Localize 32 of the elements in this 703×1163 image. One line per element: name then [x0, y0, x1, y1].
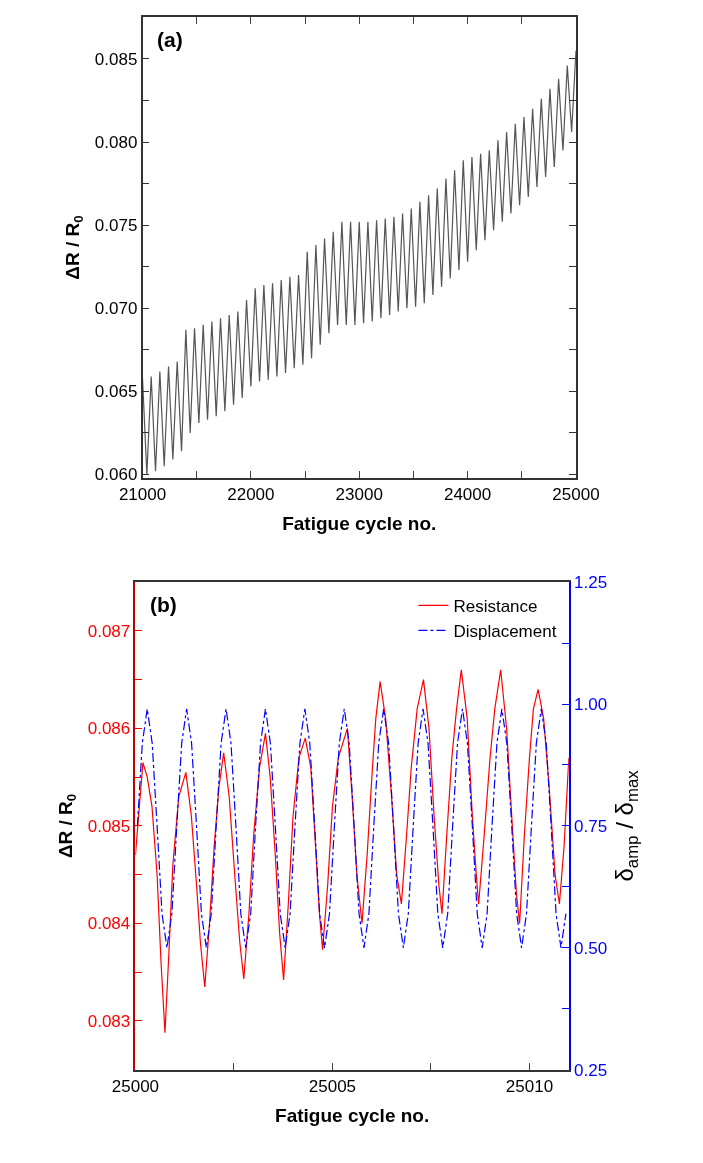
y-tick-label: 0.075 [94, 216, 138, 236]
line-series [135, 669, 569, 1034]
y-tick-label: 0.065 [94, 382, 138, 402]
y-tick-label: 0.080 [94, 133, 138, 153]
x-axis-title: Fatigue cycle no. [282, 513, 437, 535]
annotation: (a) [157, 28, 183, 51]
x-tick-label: 25005 [308, 1076, 357, 1096]
x-tick-label: 21000 [118, 484, 167, 504]
y2-tick-label: 0.50 [574, 938, 608, 958]
y-tick-label: 0.086 [87, 719, 131, 739]
y2-tick-label: 0.25 [574, 1060, 608, 1080]
y-tick-label: 0.060 [94, 465, 138, 485]
y-tick-label: 0.087 [87, 621, 131, 641]
annotation: (b) [150, 593, 177, 616]
y-tick-label: 0.085 [94, 49, 138, 69]
y-tick-label: 0.083 [87, 1011, 131, 1031]
y2-tick-label: 1.00 [574, 694, 608, 714]
legend-label: Displacement [453, 622, 557, 642]
y-tick-label: 0.070 [94, 299, 138, 319]
x-tick-label: 23000 [335, 484, 383, 504]
y-tick-label: 0.085 [87, 816, 131, 836]
x-tick-label: 24000 [443, 484, 492, 504]
legend-label: Resistance [453, 596, 538, 616]
line-series [136, 708, 567, 949]
y2-tick-label: 1.25 [574, 573, 608, 593]
y-tick-label: 0.084 [87, 914, 131, 934]
x-tick-label: 22000 [227, 484, 275, 504]
x-tick-label: 25000 [111, 1076, 160, 1096]
y2-tick-label: 0.75 [574, 816, 608, 836]
x-tick-label: 25010 [505, 1076, 554, 1096]
x-tick-label: 25000 [552, 484, 600, 504]
x-axis-title: Fatigue cycle no. [275, 1105, 430, 1127]
